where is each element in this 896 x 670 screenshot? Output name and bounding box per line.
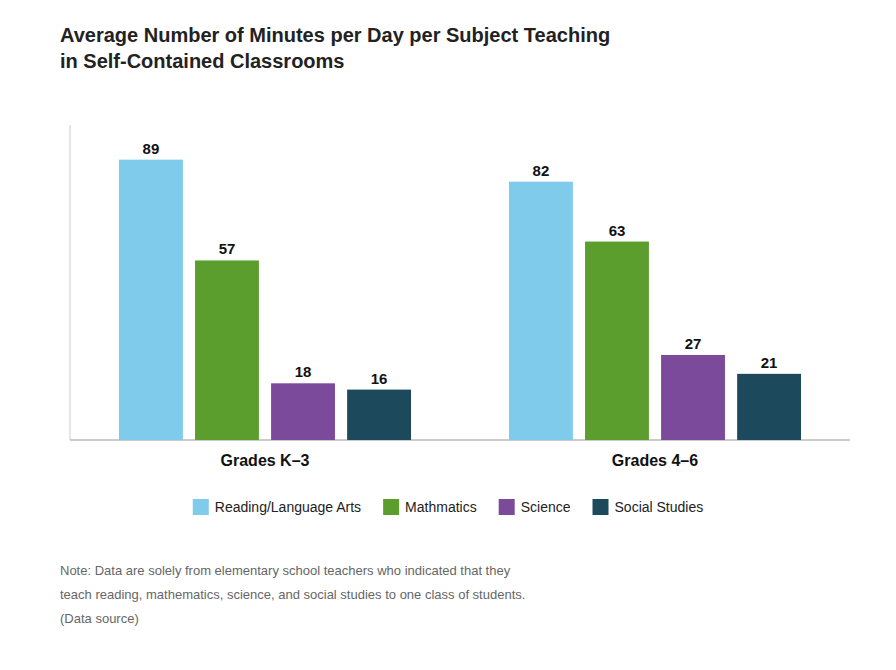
bar bbox=[661, 355, 725, 440]
chart: Average Number of Minutes per Day per Su… bbox=[0, 0, 896, 670]
data-label: 89 bbox=[143, 140, 160, 157]
data-label: 63 bbox=[609, 222, 626, 239]
bar bbox=[509, 182, 573, 440]
data-label: 16 bbox=[371, 370, 388, 387]
y-axis-line bbox=[70, 125, 71, 440]
data-labels: 89 82 57 63 18 27 16 21 bbox=[143, 140, 778, 387]
legend-item: Mathmatics bbox=[383, 499, 477, 515]
x-tick-label: Grades 4–6 bbox=[612, 452, 698, 469]
title-line: in Self-Contained Classrooms bbox=[60, 50, 345, 72]
bars bbox=[119, 160, 801, 440]
bar bbox=[119, 160, 183, 440]
legend-swatch bbox=[499, 499, 515, 515]
bar bbox=[271, 383, 335, 440]
data-label: 21 bbox=[761, 354, 778, 371]
legend-item: Social Studies bbox=[593, 499, 704, 515]
legend-swatch bbox=[193, 499, 209, 515]
x-tick-label: Grades K–3 bbox=[221, 452, 310, 469]
legend-label: Mathmatics bbox=[405, 499, 477, 515]
legend-label: Social Studies bbox=[615, 499, 704, 515]
legend-swatch bbox=[383, 499, 399, 515]
data-label: 27 bbox=[685, 335, 702, 352]
bar bbox=[347, 390, 411, 440]
title-line: Average Number of Minutes per Day per Su… bbox=[60, 24, 610, 46]
legend-item: Science bbox=[499, 499, 571, 515]
legend-label: Reading/Language Arts bbox=[215, 499, 361, 515]
data-label: 82 bbox=[533, 162, 550, 179]
title: Average Number of Minutes per Day per Su… bbox=[60, 24, 610, 72]
data-label: 18 bbox=[295, 363, 312, 380]
bar bbox=[585, 242, 649, 440]
legend-item: Reading/Language Arts bbox=[193, 499, 361, 515]
legend: Reading/Language Arts Mathmatics Science So… bbox=[193, 499, 703, 515]
x-axis-line bbox=[70, 440, 850, 441]
bar bbox=[195, 260, 259, 440]
legend-label: Science bbox=[521, 499, 571, 515]
bar bbox=[737, 374, 801, 440]
note: (Data source) bbox=[60, 611, 139, 626]
legend-swatch bbox=[593, 499, 609, 515]
data-label: 57 bbox=[219, 240, 236, 257]
note: teach reading, mathematics, science, and… bbox=[60, 587, 525, 602]
note: Note: Data are solely from elementary sc… bbox=[60, 563, 511, 578]
